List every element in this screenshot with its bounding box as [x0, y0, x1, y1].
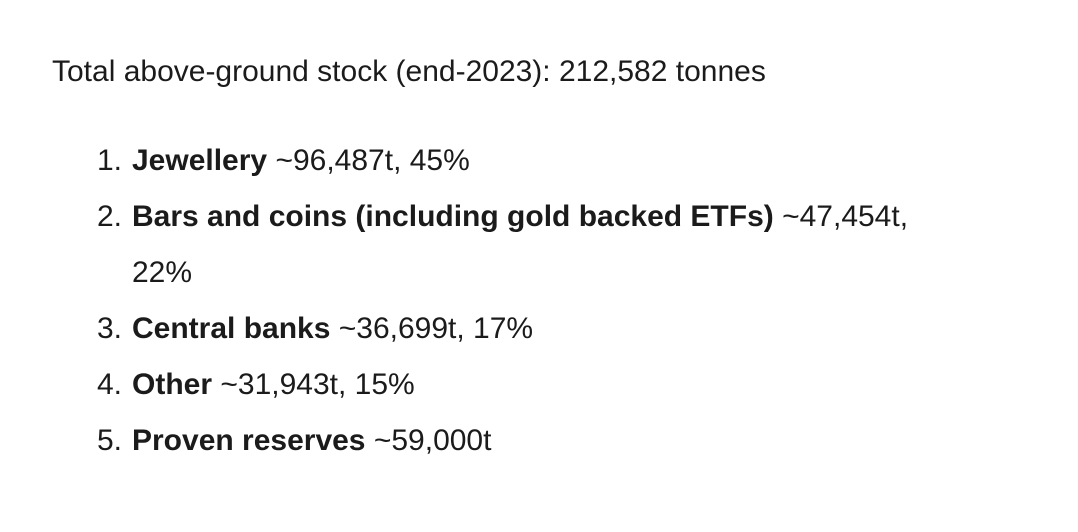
list-item-label: Other	[132, 368, 213, 401]
list-item-detail: ~96,487t, 45%	[275, 144, 470, 177]
list-item: 3. Central banks ~36,699t, 17%	[97, 301, 1038, 357]
list-item-text: Jewellery ~96,487t, 45%	[132, 133, 1038, 189]
list-item-detail: ~59,000t	[373, 424, 492, 457]
list-item-text: Other ~31,943t, 15%	[132, 357, 1038, 413]
list-item-text: Bars and coins (including gold backed ET…	[132, 189, 1038, 301]
page-title: Total above-ground stock (end-2023): 212…	[52, 55, 766, 88]
list-item-number: 5.	[97, 424, 123, 457]
list-item-number: 3.	[97, 312, 123, 345]
list-item: 4. Other ~31,943t, 15%	[97, 357, 1038, 413]
list-item-text: Central banks ~36,699t, 17%	[132, 301, 1038, 357]
list-item-number: 4.	[97, 368, 123, 401]
list-item: 2. Bars and coins (including gold backed …	[97, 189, 1038, 301]
list-item-number: 2.	[97, 200, 123, 233]
list-item: 1. Jewellery ~96,487t, 45%	[97, 133, 1038, 189]
list-item-label: Bars and coins (including gold backed ET…	[132, 200, 774, 233]
list-item-label: Jewellery	[132, 144, 268, 177]
list-item-detail: ~47,454t, 22%	[132, 200, 909, 289]
list-item-label: Proven reserves	[132, 424, 366, 457]
list-item-label: Central banks	[132, 312, 331, 345]
list-item: 5. Proven reserves ~59,000t	[97, 413, 1038, 469]
list-item-detail: ~31,943t, 15%	[220, 368, 415, 401]
list-item-text: Proven reserves ~59,000t	[132, 413, 1038, 469]
list-item-number: 1.	[97, 144, 123, 177]
list-item-detail: ~36,699t, 17%	[338, 312, 534, 345]
stock-list: 1. Jewellery ~96,487t, 45% 2. Bars and coin…	[52, 133, 1038, 469]
